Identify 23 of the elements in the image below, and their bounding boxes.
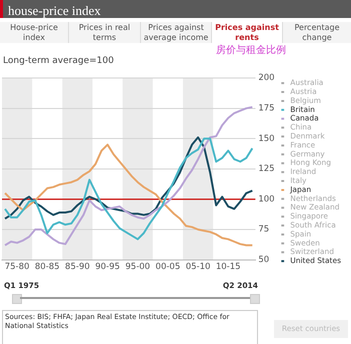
text: Prices in real terms — [69, 22, 141, 43]
y-tick-label: 50 — [258, 255, 270, 266]
x-tick-label: 90-95 — [95, 262, 120, 272]
text: Prices against average income — [141, 22, 212, 43]
y-tick-label: 125 — [258, 164, 275, 174]
chart-subtitle: Long-term average=100 — [3, 56, 114, 66]
text: 房价与租金比例 — [216, 44, 286, 57]
y-tick-label: 100 — [258, 194, 275, 204]
text: House-price index — [0, 22, 69, 43]
x-tick-label: 00-05 — [156, 262, 180, 272]
text: Prices against rents — [212, 22, 283, 43]
y-tick-label: 150 — [258, 134, 275, 144]
x-tick-label: 85-90 — [65, 262, 90, 272]
text: Percentage change — [283, 22, 351, 43]
y-tick-label: 75 — [258, 224, 270, 235]
y-tick-label: 175 — [258, 104, 275, 114]
chart-title: house-price index — [8, 3, 101, 18]
x-tick-label: 95-00 — [125, 262, 150, 272]
x-tick-label: 75-80 — [4, 262, 30, 272]
y-tick-label: 200 — [258, 73, 275, 84]
x-tick-label: 10-15 — [216, 262, 241, 272]
x-tick-label: 05-10 — [186, 262, 210, 272]
x-tick-label: 80-85 — [34, 262, 60, 272]
